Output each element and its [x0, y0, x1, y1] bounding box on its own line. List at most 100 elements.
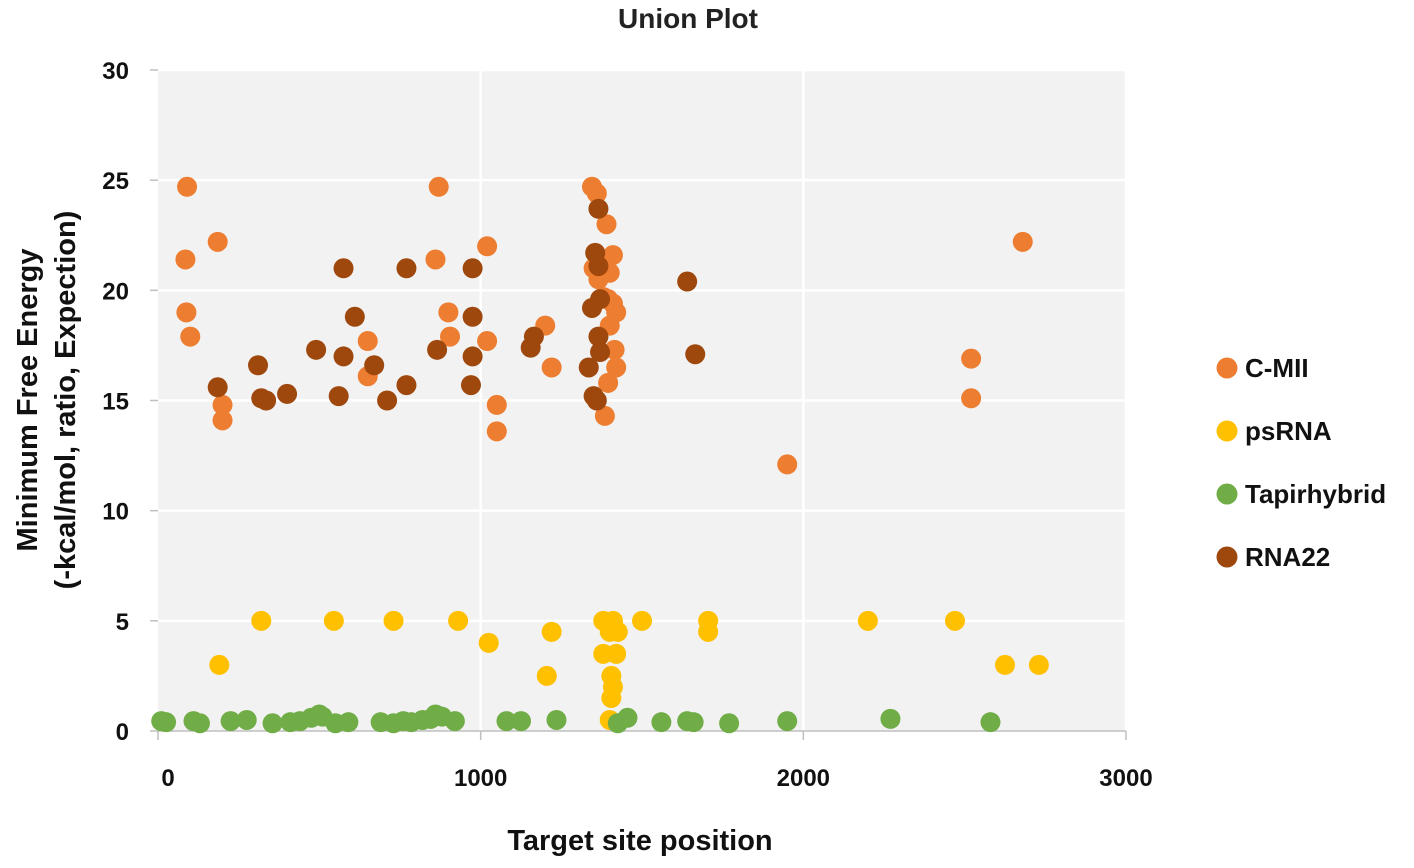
data-point [323, 610, 344, 631]
data-point [685, 344, 706, 365]
series-tapirhybrid [151, 704, 1001, 734]
x-tick-label: 1000 [454, 765, 507, 792]
data-point [541, 621, 562, 642]
data-point [444, 711, 465, 732]
series-rna22 [207, 198, 706, 411]
data-point [944, 610, 965, 631]
legend-label: Tapirhybrid [1245, 479, 1386, 509]
legend-marker [1216, 420, 1238, 442]
data-point [586, 183, 607, 204]
data-point [598, 372, 619, 393]
data-point [175, 249, 196, 270]
legend-label: C-MII [1245, 353, 1309, 383]
data-point [180, 326, 201, 347]
data-point [677, 271, 698, 292]
data-point [588, 326, 609, 347]
data-point [588, 256, 609, 277]
data-point [606, 357, 627, 378]
data-point [961, 348, 982, 369]
data-point [651, 712, 672, 733]
data-point [212, 410, 233, 431]
data-point [496, 711, 517, 732]
data-points [151, 176, 1049, 734]
y-tick-label: 20 [102, 278, 129, 305]
data-point [328, 386, 349, 407]
data-point [364, 355, 385, 376]
data-point [156, 712, 177, 733]
data-point [207, 231, 228, 252]
legend-label: RNA22 [1245, 542, 1330, 572]
data-point [256, 390, 277, 411]
data-point [995, 654, 1015, 675]
x-tick-label: 0 [161, 765, 174, 792]
data-point [248, 355, 269, 376]
data-point [777, 711, 798, 732]
data-point [980, 712, 1001, 733]
data-point [606, 643, 627, 664]
y-tick-label: 30 [102, 58, 129, 85]
data-point [277, 383, 298, 404]
data-point [333, 258, 354, 279]
data-point [377, 390, 398, 411]
data-point [596, 214, 617, 235]
data-point [541, 357, 562, 378]
y-tick-label: 10 [102, 499, 129, 526]
data-point [607, 621, 628, 642]
data-point [777, 454, 798, 475]
y-tick-label: 15 [102, 389, 129, 416]
legend-marker [1216, 546, 1238, 568]
data-point [333, 346, 354, 367]
data-point [1028, 654, 1049, 675]
data-point [207, 377, 228, 398]
legend-item: Tapirhybrid [1216, 479, 1386, 509]
data-point [617, 707, 638, 728]
data-point [438, 302, 459, 323]
data-point [251, 610, 272, 631]
data-point [338, 712, 359, 733]
data-point [462, 306, 483, 327]
x-tick-label: 2000 [777, 765, 830, 792]
data-point [236, 709, 257, 730]
data-point [460, 375, 481, 396]
y-tick-labels: 0 5 10 15 20 25 30 [102, 58, 129, 746]
data-point [262, 713, 283, 734]
data-point [427, 339, 448, 360]
data-point [683, 712, 704, 733]
legend-label: psRNA [1245, 416, 1332, 446]
data-point [176, 302, 197, 323]
series-c-mii [175, 176, 1033, 475]
series-psrna [209, 610, 1049, 730]
data-point [462, 258, 483, 279]
data-point [486, 421, 507, 442]
data-point [209, 654, 230, 675]
data-point [357, 331, 378, 352]
data-point [511, 711, 531, 732]
data-point [428, 176, 449, 197]
data-point [462, 346, 483, 367]
data-point [586, 390, 607, 411]
data-point [383, 610, 404, 631]
data-point [425, 249, 446, 270]
data-point [306, 339, 327, 360]
data-point [477, 331, 498, 352]
chart-title: Union Plot [618, 3, 758, 34]
data-point [588, 198, 609, 219]
data-point [719, 713, 740, 734]
data-point [590, 342, 611, 363]
data-point [632, 610, 652, 631]
data-point [396, 258, 417, 279]
data-point [880, 708, 901, 729]
data-point [177, 176, 198, 197]
legend-marker [1216, 357, 1238, 379]
data-point [590, 289, 611, 310]
data-point [536, 665, 557, 686]
axes [150, 69, 1127, 740]
data-point [857, 610, 878, 631]
data-point [478, 632, 499, 653]
data-point [220, 711, 241, 732]
data-point [477, 236, 498, 257]
y-axis-label-line2: (-kcal/mol, ratio, Expection) [50, 211, 82, 590]
data-point [594, 405, 615, 426]
data-point [523, 326, 544, 347]
